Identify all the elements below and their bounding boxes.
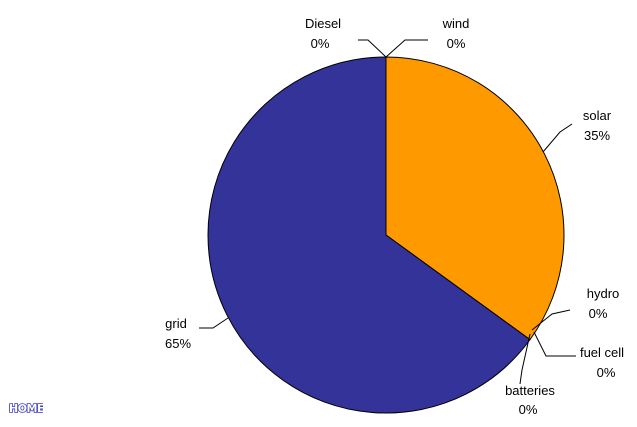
leader-line-diesel — [358, 39, 387, 58]
label-wind-value: 0% — [447, 36, 466, 51]
label-hydro-name: hydro — [587, 286, 620, 301]
leader-line-solar — [542, 123, 573, 153]
leader-line-fuel-cell — [533, 331, 576, 357]
leader-line-hydro — [531, 309, 571, 331]
pie-slices — [207, 56, 565, 414]
homer-logo: HOMER 2.0 — [9, 402, 43, 416]
label-fuel-cell-value: 0% — [597, 365, 616, 380]
label-fuel-cell-name: fuel cell — [580, 345, 624, 360]
slice-solar — [385, 56, 565, 341]
slice-labels: Diesel 0% wind 0% solar 35% hydro 0% fue… — [165, 16, 624, 417]
label-grid-name: grid — [165, 316, 187, 331]
label-solar-name: solar — [583, 108, 612, 123]
label-grid-value: 65% — [165, 336, 191, 351]
label-solar-value: 35% — [584, 128, 610, 143]
label-wind-name: wind — [442, 16, 470, 31]
label-hydro-value: 0% — [589, 306, 608, 321]
leader-lines — [199, 39, 576, 385]
label-diesel-name: Diesel — [305, 16, 341, 31]
leader-line-wind — [385, 39, 428, 58]
label-diesel-value: 0% — [311, 36, 330, 51]
leader-line-grid — [199, 317, 229, 329]
leader-line-batteries — [519, 333, 531, 385]
label-batteries-value: 0% — [519, 402, 538, 417]
slice-grid — [207, 56, 531, 414]
label-batteries-name: batteries — [505, 383, 555, 398]
